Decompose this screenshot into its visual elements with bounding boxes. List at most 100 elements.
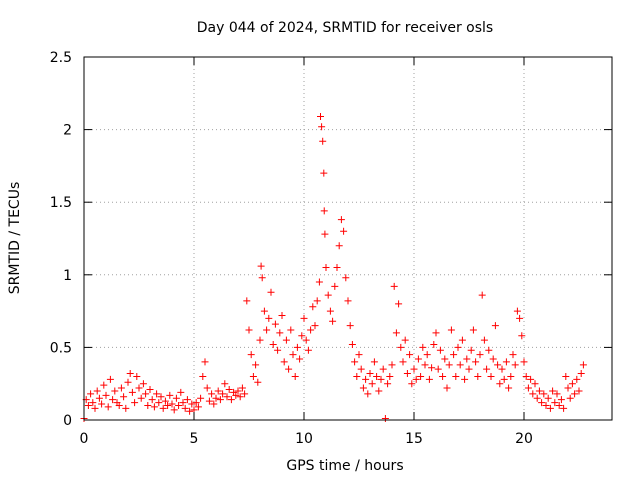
data-point (491, 322, 499, 330)
data-point (502, 358, 510, 366)
data-point (377, 375, 385, 383)
data-point (430, 340, 438, 348)
data-point (223, 393, 231, 401)
data-point (93, 387, 101, 395)
data-point (452, 372, 460, 380)
data-point (106, 375, 114, 383)
data-point (568, 380, 576, 388)
data-point (573, 375, 581, 383)
data-point (214, 387, 222, 395)
data-point (186, 407, 194, 415)
data-point (428, 364, 436, 372)
data-point (463, 355, 471, 363)
data-point (359, 384, 367, 392)
data-point (194, 403, 202, 411)
points-layer (80, 113, 587, 423)
data-point (529, 390, 537, 398)
data-point (414, 355, 422, 363)
data-point (476, 351, 484, 359)
data-point (445, 361, 453, 369)
data-point (386, 372, 394, 380)
data-point (161, 397, 169, 405)
data-point (133, 372, 141, 380)
data-point (518, 332, 526, 340)
data-point (527, 375, 535, 383)
data-point (124, 378, 132, 386)
data-point (157, 393, 165, 401)
data-point (225, 386, 233, 394)
data-point (480, 336, 488, 344)
data-point (172, 394, 180, 402)
data-point (287, 326, 295, 334)
data-point (315, 278, 323, 286)
data-point (320, 169, 328, 177)
data-point (447, 326, 455, 334)
data-point (509, 351, 517, 359)
data-point (408, 380, 416, 388)
data-point (406, 351, 414, 359)
data-point (335, 242, 343, 250)
data-point (304, 346, 312, 354)
data-point (256, 336, 264, 344)
data-point (373, 372, 381, 380)
data-point (285, 365, 293, 373)
data-point (329, 317, 337, 325)
data-point (91, 404, 99, 412)
data-point (197, 394, 205, 402)
data-point (410, 365, 418, 373)
data-point (258, 274, 266, 282)
data-point (122, 404, 130, 412)
data-point (507, 372, 515, 380)
data-point (155, 399, 163, 407)
x-tick-label: 10 (295, 431, 313, 447)
data-point (562, 372, 570, 380)
data-point (311, 322, 319, 330)
data-point (109, 396, 117, 404)
data-point (298, 332, 306, 340)
data-point (342, 274, 350, 282)
data-point (454, 343, 462, 351)
data-point (399, 358, 407, 366)
data-point (111, 387, 119, 395)
data-point (500, 375, 508, 383)
data-point (436, 346, 444, 354)
data-point (472, 358, 480, 366)
data-point (379, 365, 387, 373)
data-point (199, 372, 207, 380)
data-point (557, 396, 565, 404)
y-tick-label: 1 (63, 268, 72, 284)
data-point (291, 372, 299, 380)
data-point (249, 372, 257, 380)
data-point (340, 227, 348, 235)
data-point (432, 329, 440, 337)
data-point (166, 391, 174, 399)
data-point (577, 370, 585, 378)
data-point (245, 326, 253, 334)
data-point (317, 113, 324, 121)
data-point (320, 207, 328, 215)
data-point (247, 351, 255, 359)
data-point (221, 380, 229, 388)
data-point (353, 372, 361, 380)
data-point (282, 336, 290, 344)
data-point (210, 400, 218, 408)
data-point (489, 355, 497, 363)
data-point (302, 336, 310, 344)
data-point (324, 291, 332, 299)
data-point (419, 343, 427, 351)
data-point (401, 336, 409, 344)
data-point (384, 380, 392, 388)
data-point (179, 399, 187, 407)
data-point (366, 370, 374, 378)
data-point (98, 400, 106, 408)
data-point (368, 380, 376, 388)
data-point (203, 384, 211, 392)
data-point (252, 361, 260, 369)
data-point (318, 123, 326, 131)
data-point (212, 394, 220, 402)
data-point (425, 375, 433, 383)
data-point (381, 415, 389, 423)
data-point (498, 365, 506, 373)
